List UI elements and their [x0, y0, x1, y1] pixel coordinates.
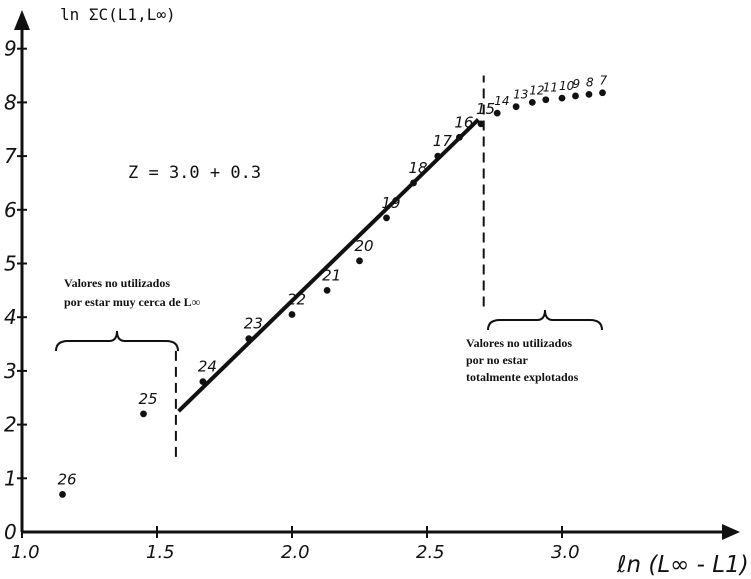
y-tick-label: 6 [4, 198, 17, 222]
point-label: 26 [58, 470, 77, 488]
point-label: 10 [559, 79, 575, 93]
data-point [383, 214, 390, 222]
x-tick-label: 1.5 [146, 542, 175, 563]
data-point [356, 257, 363, 265]
data-point [456, 133, 463, 141]
data-point [245, 335, 253, 343]
annotation-left: Valores no utilizados por estar muy cerca… [64, 276, 201, 309]
point-label: 25 [139, 390, 158, 408]
y-tick-label: 5 [4, 252, 17, 276]
point-label: 12 [529, 83, 544, 97]
x-tick-label: 3.0 [551, 542, 580, 563]
annotation-line: totalmente explotados [466, 370, 579, 384]
x-tick-label: 1.0 [11, 542, 40, 563]
y-tick-label: 7 [4, 144, 17, 168]
point-label: 14 [494, 94, 509, 108]
point-label: 7 [600, 74, 608, 88]
data-point [477, 120, 485, 128]
point-label: 17 [433, 132, 453, 150]
data-point [599, 89, 606, 97]
point-label: 18 [409, 159, 428, 177]
y-tick-label: 3 [4, 359, 17, 383]
data-point [572, 92, 579, 100]
point-label: 9 [573, 77, 581, 91]
brace-right [487, 309, 603, 331]
data-point [512, 103, 520, 111]
data-point [410, 179, 417, 187]
point-label: 15 [476, 100, 495, 118]
annotation-line: por estar muy cerca de L∞ [64, 295, 201, 309]
data-point [558, 94, 566, 102]
y-tick-label: 0 [4, 520, 17, 544]
point-label: 8 [586, 75, 594, 89]
data-point [585, 90, 593, 98]
annotation-line: Valores no utilizados [466, 336, 572, 350]
y-tick-label: 2 [4, 413, 17, 437]
x-axis-label: ℓn (L∞ - L1) [616, 552, 749, 578]
y-axis-label: ln ΣC(L1,L∞) [60, 5, 176, 24]
equation-label: Z = 3.0 + 0.3 [128, 163, 261, 183]
annotation-line: Valores no utilizados [64, 276, 170, 290]
data-point [288, 311, 296, 318]
data-point [199, 378, 207, 386]
data-point [59, 491, 66, 498]
point-label: 19 [382, 194, 401, 212]
x-tick-label: 2.5 [416, 542, 445, 563]
point-label: 24 [198, 358, 217, 376]
point-label: 11 [543, 81, 558, 95]
annotation-right: Valores no utilizados por no estar totalme… [466, 336, 579, 384]
point-label: 16 [454, 113, 473, 131]
point-label: 23 [244, 315, 263, 333]
data-point [434, 152, 442, 160]
point-label: 22 [287, 291, 306, 309]
data-point [140, 410, 147, 418]
y-tick-label: 1 [4, 466, 17, 490]
data-point [528, 99, 536, 106]
point-label: 13 [513, 88, 528, 102]
y-tick-label: 9 [4, 37, 17, 61]
x-tick-label: 2.0 [281, 542, 310, 563]
brace-left [55, 330, 179, 352]
y-tick-label: 8 [4, 90, 17, 114]
y-axis-arrow [14, 10, 30, 30]
x-axis-arrow [722, 524, 740, 540]
annotation-line: por no estar [466, 353, 528, 367]
data-point [493, 109, 501, 117]
data-point [542, 96, 550, 104]
point-label: 21 [322, 266, 341, 284]
regression-line [177, 118, 480, 413]
data-point [323, 286, 331, 294]
point-label: 20 [355, 237, 374, 255]
y-tick-label: 4 [4, 305, 17, 329]
